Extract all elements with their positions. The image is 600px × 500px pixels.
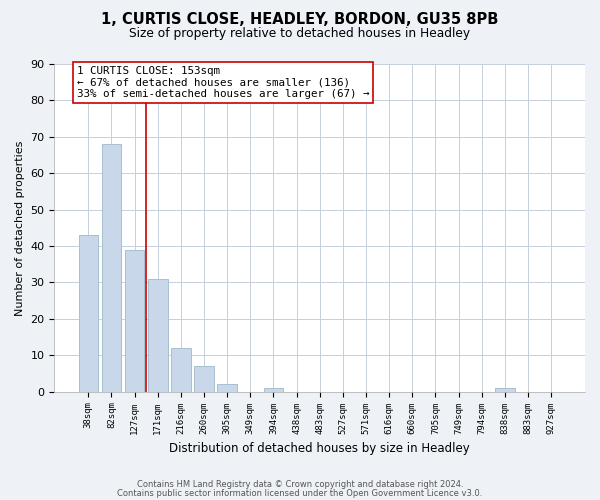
Bar <box>263 388 283 392</box>
Bar <box>495 388 515 392</box>
Y-axis label: Number of detached properties: Number of detached properties <box>15 140 25 316</box>
Bar <box>148 279 167 392</box>
Text: Contains public sector information licensed under the Open Government Licence v3: Contains public sector information licen… <box>118 488 482 498</box>
X-axis label: Distribution of detached houses by size in Headley: Distribution of detached houses by size … <box>169 442 470 455</box>
Text: 1, CURTIS CLOSE, HEADLEY, BORDON, GU35 8PB: 1, CURTIS CLOSE, HEADLEY, BORDON, GU35 8… <box>101 12 499 28</box>
Bar <box>125 250 145 392</box>
Bar <box>171 348 191 392</box>
Text: 1 CURTIS CLOSE: 153sqm
← 67% of detached houses are smaller (136)
33% of semi-de: 1 CURTIS CLOSE: 153sqm ← 67% of detached… <box>77 66 369 99</box>
Text: Size of property relative to detached houses in Headley: Size of property relative to detached ho… <box>130 28 470 40</box>
Bar <box>101 144 121 392</box>
Bar <box>194 366 214 392</box>
Bar <box>217 384 237 392</box>
Text: Contains HM Land Registry data © Crown copyright and database right 2024.: Contains HM Land Registry data © Crown c… <box>137 480 463 489</box>
Bar <box>79 235 98 392</box>
